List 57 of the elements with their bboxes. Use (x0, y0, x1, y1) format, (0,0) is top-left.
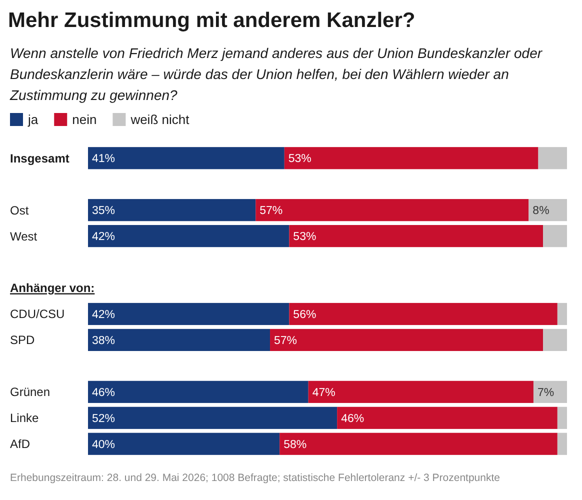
data-label: 53% (293, 231, 316, 244)
bar (337, 406, 558, 429)
bar (88, 225, 290, 248)
y-tick-label: West (10, 229, 38, 244)
data-label: 57% (260, 205, 283, 218)
data-label: 56% (293, 309, 316, 322)
legend-label: ja (27, 112, 39, 127)
bar (284, 147, 538, 170)
bar (538, 147, 567, 170)
data-label: 46% (92, 386, 116, 399)
data-label: 41% (92, 153, 116, 166)
bar (88, 432, 280, 455)
text: Erhebungszeitraum: 28. und 29. Mai 2026; 1008 Befragte; statistische Fehlertoleranz +/- 3 Prozentpunkte (10, 472, 500, 484)
legend-label: weiß nicht (130, 112, 190, 127)
data-label: 38% (92, 334, 116, 347)
bar (88, 380, 308, 403)
legend-label: nein (72, 112, 97, 127)
bar (256, 199, 529, 222)
bar (88, 302, 290, 326)
y-tick-label: AfD (10, 437, 30, 452)
bar (543, 225, 567, 248)
bar (270, 328, 544, 352)
y-tick-label: SPD (10, 333, 36, 348)
y-tick-label: Insgesamt (10, 151, 70, 166)
y-tick-label: CDU/CSU (10, 307, 65, 322)
data-label: 8% (532, 205, 550, 218)
y-tick-label: Ost (10, 203, 30, 218)
bar (557, 302, 567, 326)
bar (88, 406, 338, 429)
bar (88, 147, 284, 170)
chart-subtitle: Wenn anstelle von Friedrich Merz jemand anderes aus der Union Bundeskanzler oder Bundeskanzlerin wäre – würde das der Union helfen, bei den Wählern wieder an Zustimmung zu gewinnen? (9, 45, 544, 103)
y-tick-label: Linke (10, 411, 40, 426)
bar (88, 199, 256, 222)
data-label: 7% (537, 386, 554, 399)
bar (557, 432, 567, 455)
bar (543, 328, 567, 352)
bar (533, 380, 567, 403)
data-label: 46% (341, 412, 364, 425)
bar (280, 432, 558, 455)
y-tick-label: Grünen (10, 385, 50, 400)
data-label: 58% (284, 438, 307, 451)
data-label: 52% (92, 412, 116, 425)
bar (289, 302, 558, 326)
data-label: 40% (92, 438, 116, 451)
data-label: 47% (312, 386, 336, 399)
bar (308, 380, 534, 403)
bar (528, 199, 567, 222)
data-label: 57% (274, 334, 298, 347)
bar (289, 225, 544, 248)
chart-title: Mehr Zustimmung mit anderem Kanzler? (8, 9, 416, 32)
data-label: 42% (92, 231, 116, 244)
annotation: Anhänger von: (10, 281, 95, 296)
data-label: 42% (92, 309, 116, 322)
data-label: 35% (92, 205, 116, 218)
bar (557, 406, 567, 429)
data-label: 53% (288, 153, 312, 166)
bar (88, 328, 270, 352)
